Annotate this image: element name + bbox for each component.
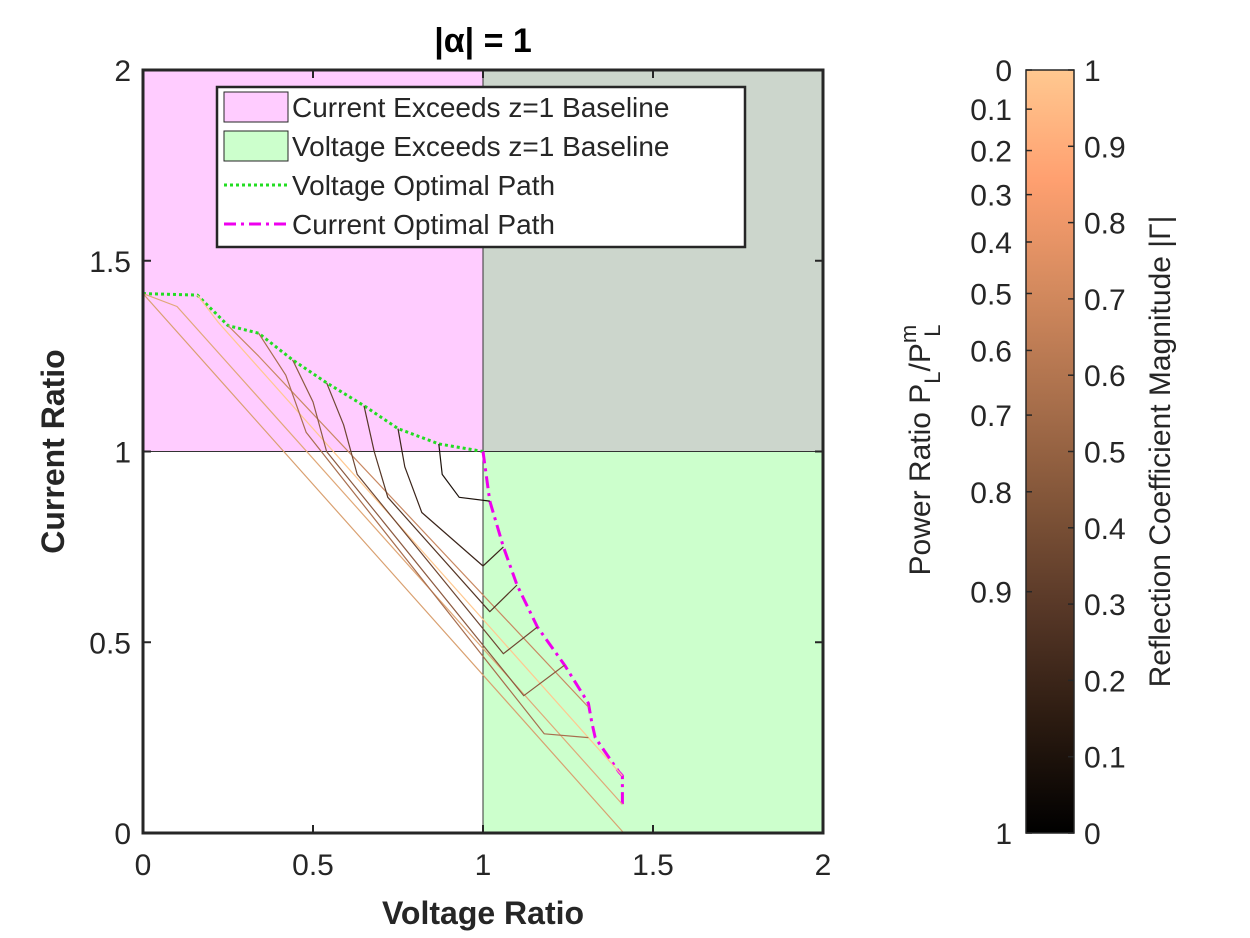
- power-tick-label: 0.9: [970, 577, 1012, 610]
- power-tick-label: 0.4: [970, 227, 1012, 260]
- power-ratio-label-part: L: [920, 371, 945, 383]
- colorbar-tick-label: 0: [1084, 818, 1101, 851]
- power-tick-label: 0.8: [970, 477, 1012, 510]
- power-tick-label: 0.2: [970, 136, 1012, 169]
- power-ratio-label-part: L: [920, 325, 945, 337]
- power-tick-label: 0.7: [970, 400, 1012, 433]
- power-tick-label: 0.5: [970, 278, 1012, 311]
- legend-box: [215, 85, 747, 249]
- colorbar-tick-label: 0.5: [1084, 437, 1126, 470]
- power-ratio-label-part: m: [896, 325, 921, 343]
- legend-swatch-1: [223, 130, 289, 162]
- power-ratio-label-part: /P: [904, 343, 937, 371]
- power-tick-label: 0: [995, 55, 1012, 88]
- curve-line-8: [326, 382, 538, 655]
- optimal-path-line-0: [142, 292, 484, 453]
- legend-label-0: Current Exceeds z=1 Baseline: [292, 92, 669, 123]
- curve-line-11: [438, 443, 490, 502]
- region-1: [483, 451, 823, 833]
- curve-line-4: [196, 294, 623, 777]
- x-tick-label: 0: [135, 849, 152, 882]
- legend-label-1: Voltage Exceeds z=1 Baseline: [292, 131, 669, 162]
- colorbar-tick-label: 0.6: [1084, 360, 1126, 393]
- colorbar-bar: [1025, 69, 1075, 834]
- curve-line-10: [397, 428, 504, 567]
- y-tick-label: 1.5: [89, 246, 131, 279]
- curve-line-5: [227, 325, 589, 708]
- curve-line-6: [258, 332, 589, 739]
- curve-line-3: [142, 293, 623, 805]
- curve-line-7: [292, 359, 565, 697]
- power-tick-label: 0.1: [970, 94, 1012, 127]
- y-tick-label: 0: [114, 818, 131, 851]
- curve-line-2: [142, 293, 625, 834]
- colorbar-tick-label: 0.9: [1084, 131, 1126, 164]
- x-tick-label: 1.5: [632, 849, 674, 882]
- colorbar-tick-label: 0.8: [1084, 208, 1126, 241]
- colorbar-label: Reflection Coefficient Magnitude |Γ|: [1144, 216, 1177, 688]
- curve-line-9: [363, 405, 518, 613]
- power-tick-label: 0.3: [970, 180, 1012, 213]
- y-tick-label: 0.5: [89, 627, 131, 660]
- power-ratio-label: Power Ratio PL/PmL: [896, 325, 945, 576]
- colorbar-tick-label: 0.3: [1084, 589, 1126, 622]
- colorbar-tick-label: 0.7: [1084, 284, 1126, 317]
- colorbar-tick-label: 0.2: [1084, 665, 1126, 698]
- colorbar-tick-label: 1: [1084, 55, 1101, 88]
- y-tick-label: 1: [114, 437, 131, 470]
- legend-label-3: Current Optimal Path: [292, 209, 555, 240]
- chart-title: |α| = 1: [434, 22, 532, 60]
- x-tick-label: 2: [815, 849, 832, 882]
- legend-label-2: Voltage Optimal Path: [292, 170, 555, 201]
- power-tick-label: 1: [995, 818, 1012, 851]
- colorbar-tick-label: 0.4: [1084, 513, 1126, 546]
- y-axis-label: Current Ratio: [35, 349, 71, 553]
- power-ratio-label-part: Power Ratio P: [904, 384, 937, 576]
- power-tick-label: 0.6: [970, 335, 1012, 368]
- x-tick-label: 1: [475, 849, 492, 882]
- y-tick-label: 2: [114, 55, 131, 88]
- x-axis-label: Voltage Ratio: [382, 895, 584, 931]
- colorbar-tick-label: 0.1: [1084, 742, 1126, 775]
- legend-swatch-0: [223, 91, 289, 123]
- x-tick-label: 0.5: [292, 849, 334, 882]
